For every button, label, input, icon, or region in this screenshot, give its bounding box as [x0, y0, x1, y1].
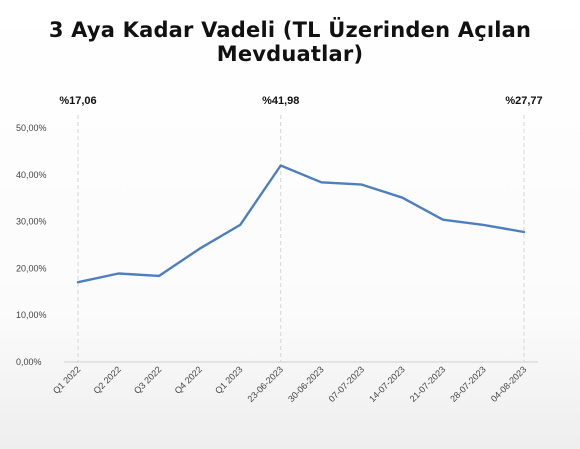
x-tick-label: 28-07-2023 [448, 364, 488, 404]
series-layer [76, 164, 526, 284]
series-line [76, 164, 526, 284]
chart-title: 3 Aya Kadar Vadeli (TL Üzerinden Açılan … [48, 18, 532, 66]
y-tick-label: 0,00% [16, 357, 42, 367]
y-tick-label: 30,00% [16, 217, 47, 227]
x-tick-label: Q4 2022 [173, 364, 204, 395]
y-tick-label: 20,00% [16, 263, 47, 273]
annotation-label: %27,77 [505, 95, 542, 107]
x-tick-label: 04-08-2023 [489, 364, 529, 404]
x-tick-label: 07-07-2023 [327, 364, 367, 404]
annotation-label: %17,06 [59, 95, 96, 107]
y-tick-label: 40,00% [16, 170, 47, 180]
annotation-label: %41,98 [262, 95, 299, 107]
x-tick-label: Q3 2022 [132, 364, 163, 395]
x-tick-label: 30-06-2023 [286, 364, 326, 404]
reference-lines [77, 115, 525, 362]
y-tick-label: 10,00% [16, 310, 47, 320]
annotations: %17,06 %41,98 %27,77 [59, 95, 542, 107]
x-tick-label: 14-07-2023 [367, 364, 407, 404]
y-tick-label: 50,00% [16, 123, 47, 133]
x-tick-label: Q2 2022 [91, 364, 122, 395]
x-tick-label: Q1 2022 [51, 364, 82, 395]
x-axis: Q1 2022 Q2 2022 Q3 2022 Q4 2022 Q1 2023 23-06… [51, 361, 538, 404]
x-tick-label: 21-07-2023 [408, 364, 448, 404]
y-axis: 0,00% 10,00% 20,00% 30,00% 40,00% 50,00% [16, 123, 47, 367]
x-tick-label: Q1 2023 [213, 364, 244, 395]
x-tick-label: 23-06-2023 [246, 364, 286, 404]
